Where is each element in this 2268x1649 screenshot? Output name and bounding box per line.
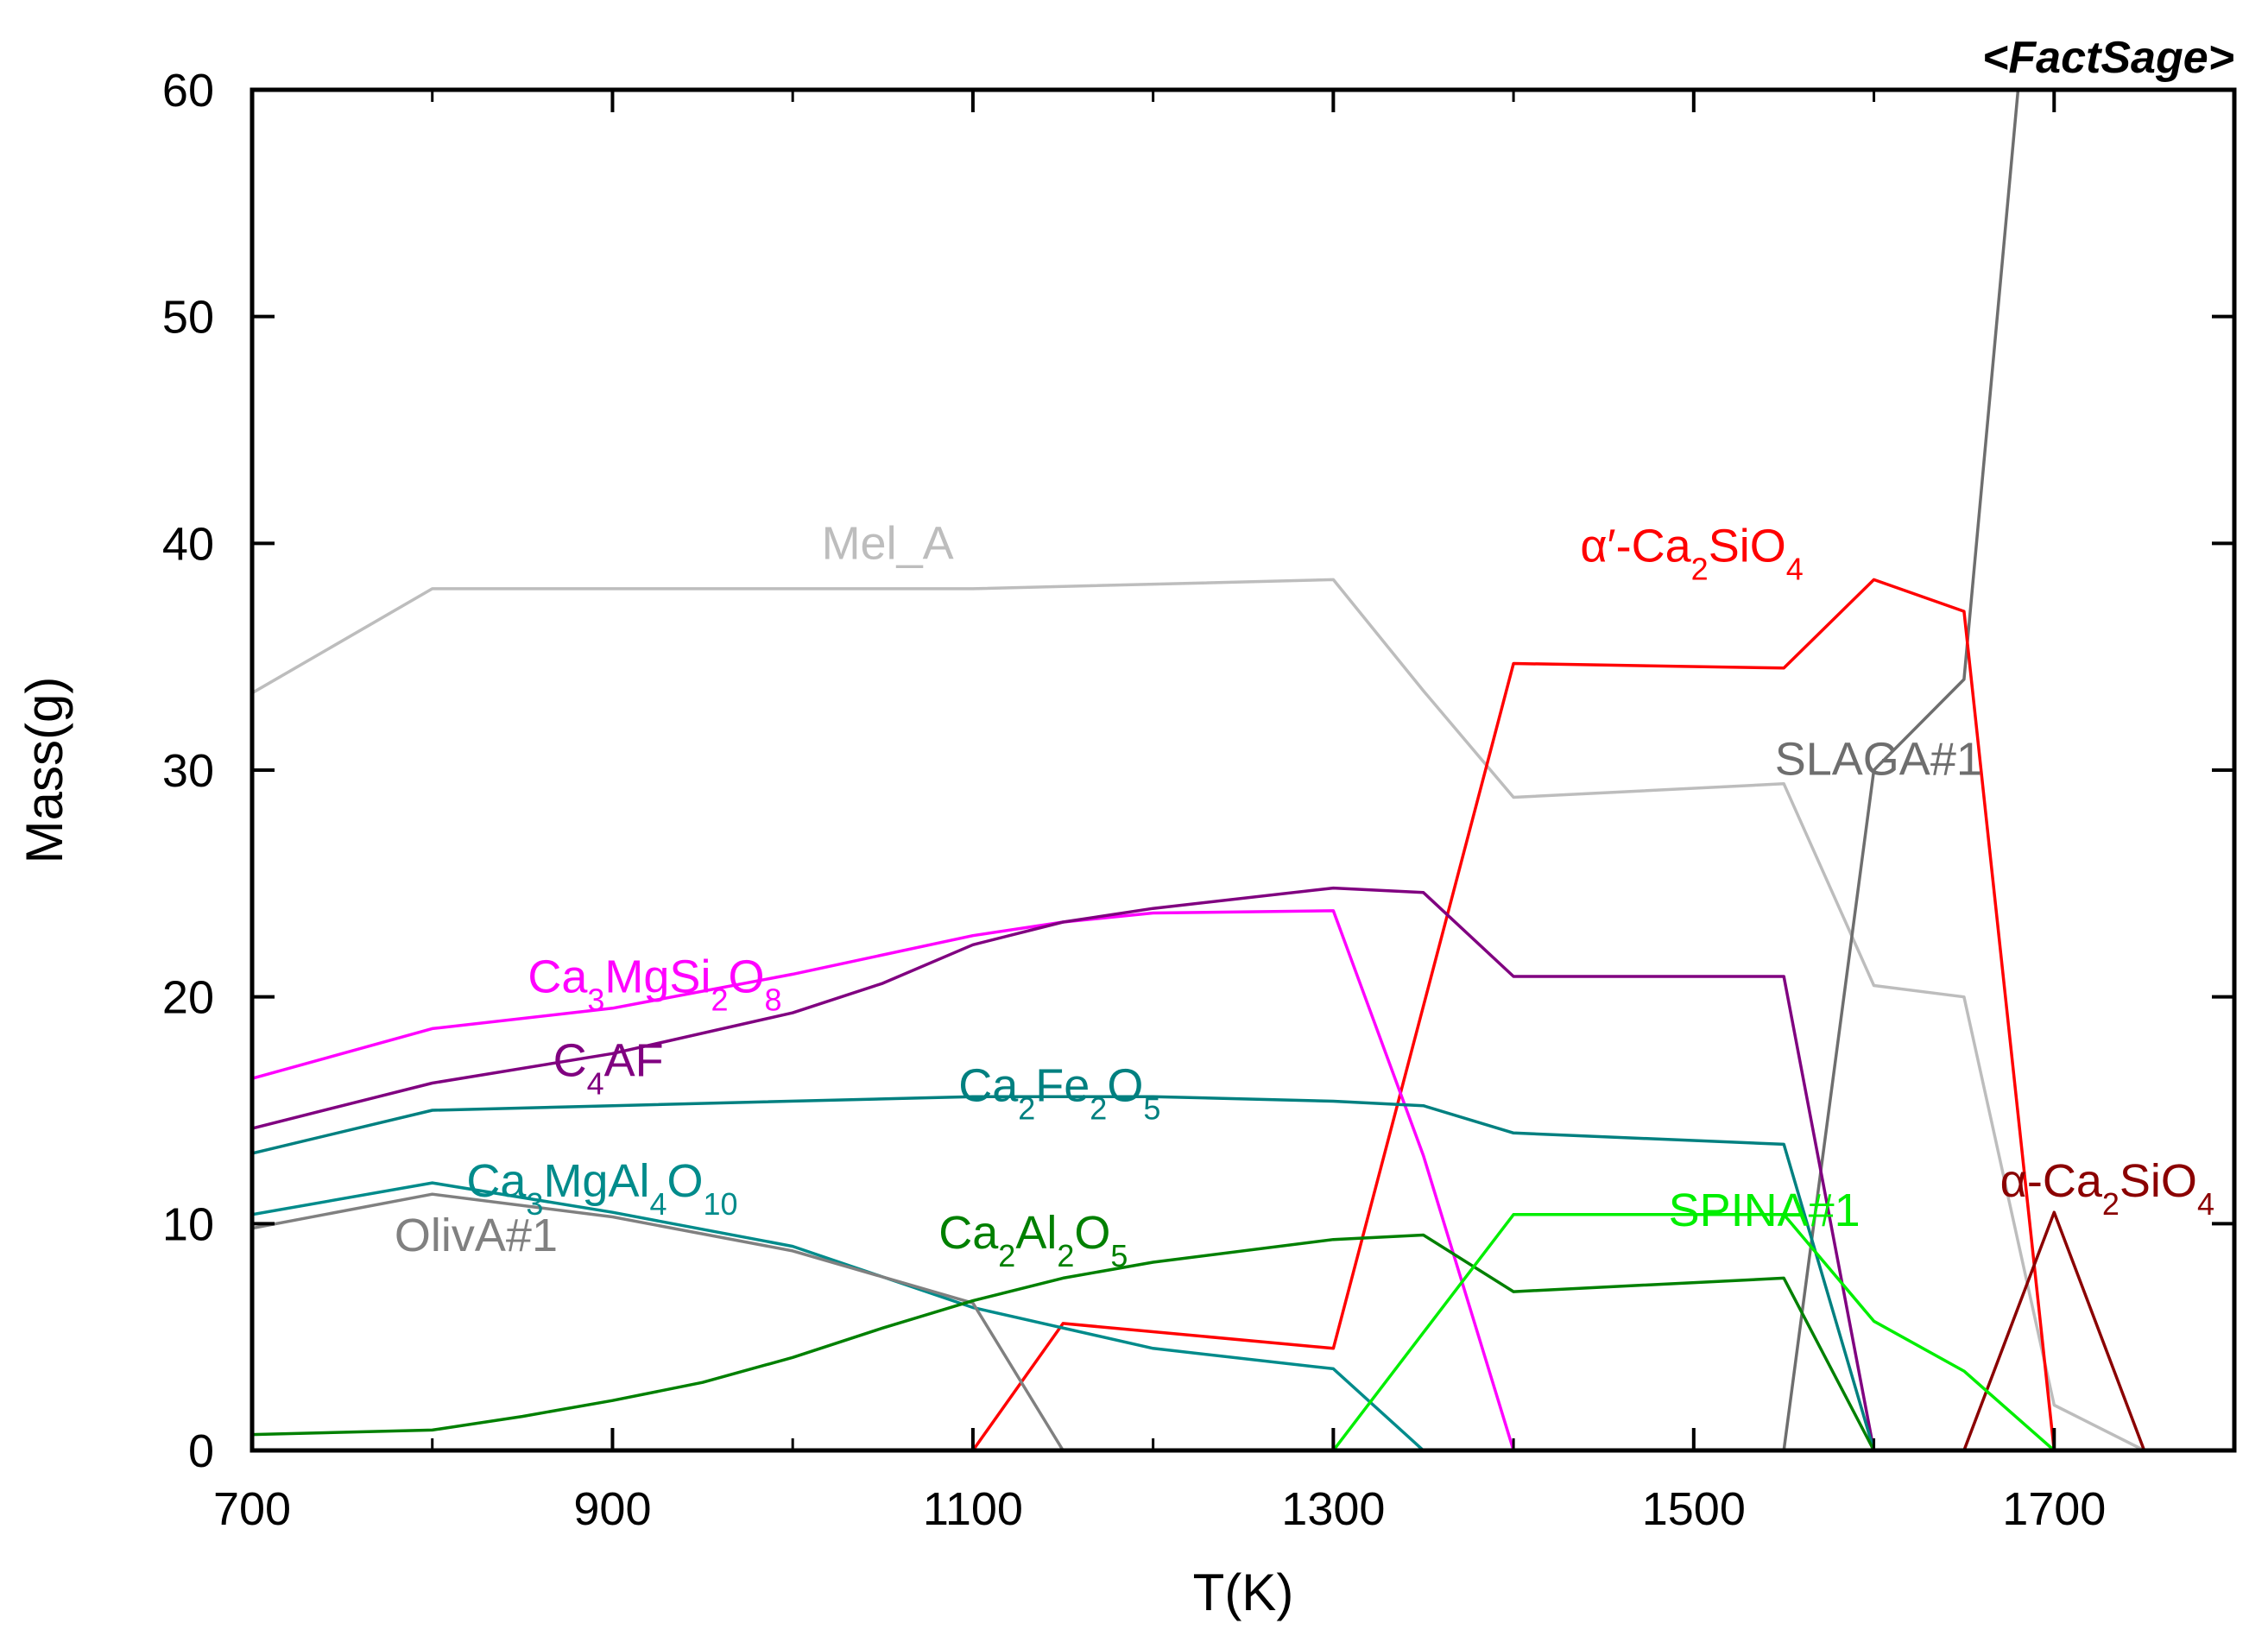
phase-label-oliva-1: OlivA#1	[395, 1210, 558, 1261]
phase-label-ca2al2o5: Ca2Al2O5	[938, 1207, 1128, 1273]
series-line-mel-a	[252, 578, 2145, 1450]
series-line-ca2al2o5	[252, 1233, 1876, 1450]
y-tick-label-0: 0	[188, 1425, 214, 1477]
x-tick-label-1100: 1100	[923, 1483, 1023, 1535]
x-tick-label-900: 900	[573, 1483, 651, 1535]
y-tick-label-50: 50	[162, 292, 214, 344]
x-tick-label-1300: 1300	[1281, 1483, 1385, 1535]
phase-label-slaga-1: SLAGA#1	[1775, 733, 1982, 785]
series-line-ca2fe2o5	[252, 1095, 1876, 1450]
series-line-spina-1	[1332, 1213, 2056, 1450]
label-layer: Mel_A SLAGA#1 α′-Ca2SiO4 α-Ca2SiO4 Ca3MgSi2O…	[395, 518, 2214, 1273]
phase-label-mel-a: Mel_A	[822, 518, 954, 570]
y-tick-label-20: 20	[162, 972, 214, 1024]
phase-label-ca2sio4: α-Ca2SiO4	[2000, 1155, 2214, 1222]
y-axis-title: Mass(g)	[16, 677, 73, 864]
y-tick-label-30: 30	[162, 745, 214, 797]
phase-label-ca3mgsi2o8: Ca3MgSi2O8	[528, 951, 781, 1017]
factsage-brand: <FactSage>	[1982, 33, 2234, 83]
y-tick-label-60: 60	[162, 65, 214, 117]
x-tick-label-700: 700	[213, 1483, 291, 1535]
series-line-oliva-1	[252, 1192, 1065, 1450]
y-tick-label-40: 40	[162, 518, 214, 570]
series-line-slaga-1	[1782, 90, 2020, 1450]
y-tick-label-10: 10	[162, 1198, 214, 1250]
phase-label-ca3mgal4o10: Ca3MgAl4O10	[466, 1155, 737, 1222]
series-line-ca2sio4	[1962, 1210, 2146, 1450]
series-line-c4af	[252, 886, 1876, 1450]
phase-label-c4af: C4AF	[553, 1035, 664, 1102]
tick-layer: 700 900 1100 1300 1500 1700 0 10 20 30 40 50 60	[162, 65, 2234, 1535]
series-line-ca3mgsi2o8	[252, 909, 1515, 1450]
x-tick-label-1500: 1500	[1642, 1483, 1746, 1535]
phase-label-ca2sio4: α′-Ca2SiO4	[1580, 520, 1803, 586]
series-line-ca2sio4	[971, 578, 2056, 1450]
series-layer	[252, 90, 2146, 1450]
phase-label-ca2fe2o5: Ca2Fe2O5	[958, 1059, 1160, 1126]
x-axis-title: T(K)	[1193, 1564, 1294, 1621]
x-tick-label-1700: 1700	[2002, 1483, 2106, 1535]
phase-label-spina-1: SPINA#1	[1669, 1185, 1861, 1236]
